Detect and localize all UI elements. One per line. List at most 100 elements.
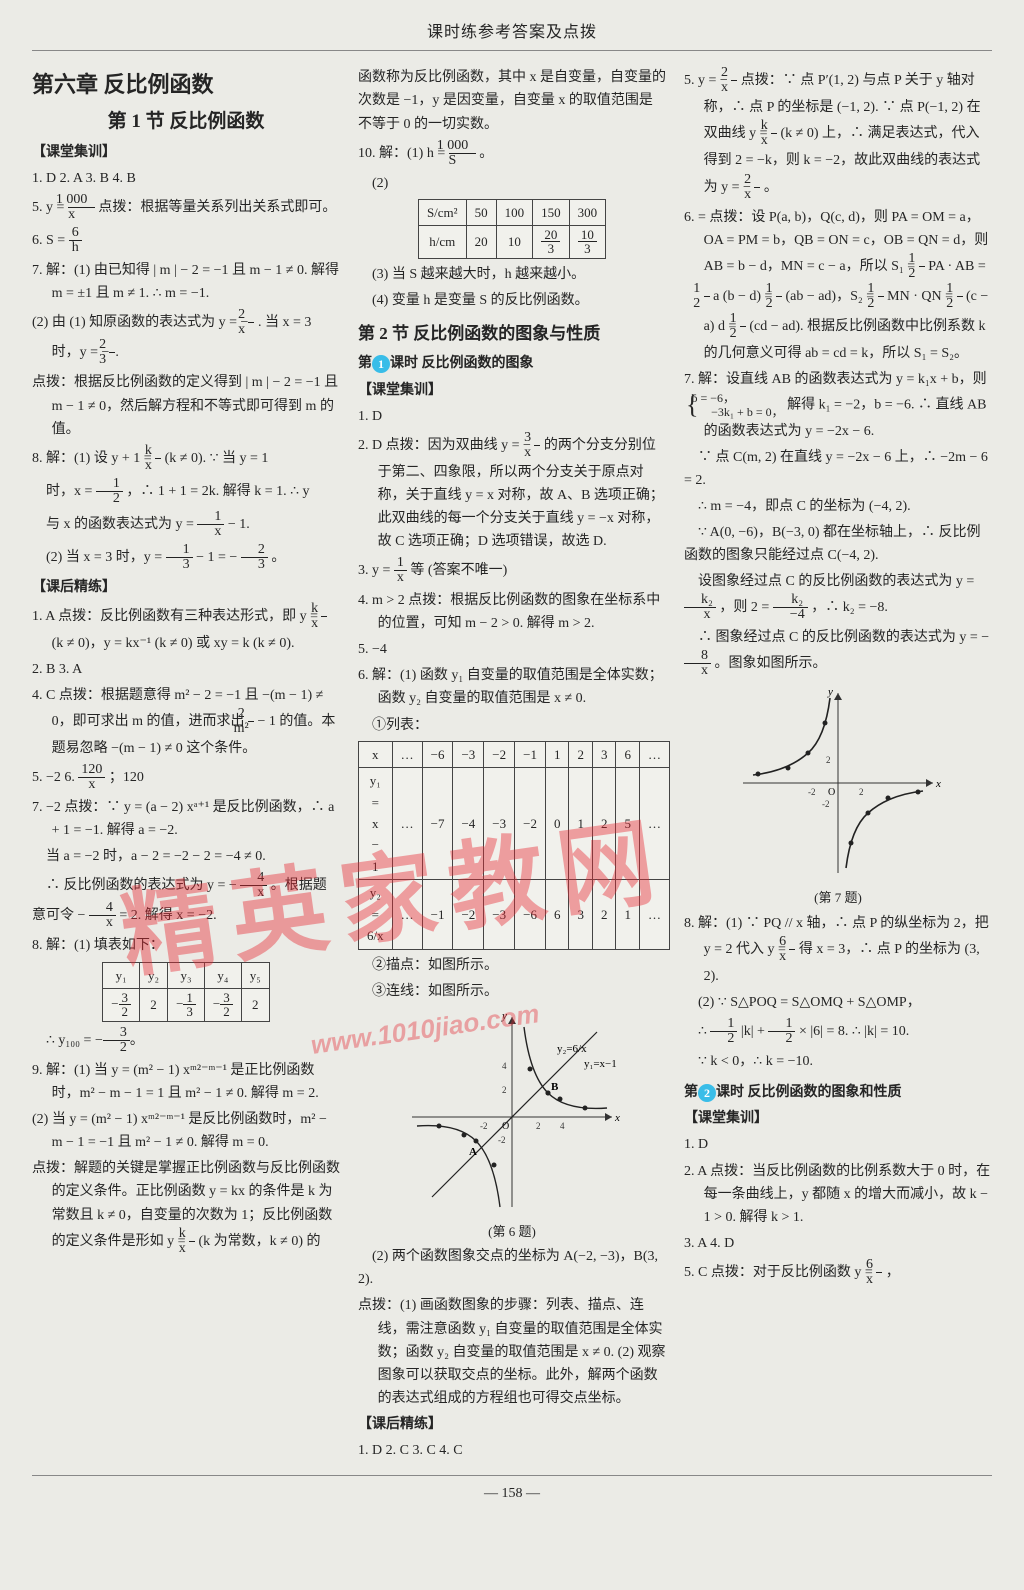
p5-text: 5. −2 6. 120x ；120 bbox=[32, 763, 340, 793]
l6e: (2) 两个函数图象交点的坐标为 A(−2, −3)，B(3, 2). bbox=[358, 1245, 666, 1291]
table-8: y₁ y₂ y₃ y₄ y₅ −32 2 −13 −32 2 bbox=[102, 962, 270, 1022]
q10c: (2) bbox=[358, 172, 666, 195]
chapter-title: 第六章 反比例函数 bbox=[32, 67, 340, 103]
c3-q7e: ∵ A(0, −6)，B(−3, 0) 都在坐标轴上，∴ 反比例函数的图象只能经… bbox=[684, 521, 992, 567]
table-6: x…−6−3−2−11236… y₁ = x − 1…−7−4−3−20125…… bbox=[358, 741, 670, 950]
svg-text:B: B bbox=[551, 1081, 559, 1093]
p2-text: 2. B 3. A bbox=[32, 658, 340, 681]
a1: 1. D 2. C 3. C 4. C bbox=[358, 1439, 666, 1462]
l6c: ②描点：如图所示。 bbox=[358, 954, 666, 977]
table-10: S/cm²50100150300 h/cm2010 203 103 bbox=[418, 199, 606, 259]
svg-text:-2: -2 bbox=[498, 1135, 506, 1145]
c3-q8g: ∵ k < 0，∴ k = −10. bbox=[684, 1050, 992, 1073]
line-y1 bbox=[432, 1032, 597, 1197]
lesson-2-title: 第2课时 反比例函数的图象和性质 bbox=[684, 1081, 992, 1104]
l4: 4. m > 2 点拨：根据反比例函数的图象在坐标系中的位置，可知 m − 2 … bbox=[358, 589, 666, 635]
p4-text: 4. C 点拨：根据题意得 m² − 2 = −1 且 −(m − 1) ≠ 0… bbox=[32, 684, 340, 760]
chart7-caption: (第 7 题) bbox=[684, 887, 992, 908]
axes: x y O bbox=[743, 686, 941, 873]
after-label: 【课后精练】 bbox=[32, 576, 340, 599]
section-1-title: 第 1 节 反比例函数 bbox=[32, 106, 340, 137]
section-2-title: 第 2 节 反比例函数的图象与性质 bbox=[358, 320, 666, 348]
c3-q7a: 7. 解：设直线 AB 的函数表达式为 y = k₁x + b，则 { b = … bbox=[684, 368, 992, 443]
p8b-text: ∴ y₁₀₀ = −32。 bbox=[32, 1026, 340, 1056]
training-label: 【课堂集训】 bbox=[684, 1107, 992, 1130]
svg-text:2: 2 bbox=[859, 787, 864, 797]
l5: 5. −4 bbox=[358, 638, 666, 661]
ticks: 2 4 -2 2 4 -2 bbox=[480, 1061, 565, 1145]
column-middle: 函数称为反比例函数，其中 x 是自变量，自变量的次数是 −1，y 是因变量，自变… bbox=[358, 63, 666, 1465]
svg-text:y: y bbox=[827, 686, 833, 698]
c3-l5: 5. C 点拨：对于反比例函数 y = 6x ， bbox=[684, 1258, 992, 1288]
p9a-text: 9. 解：(1) 当 y = (m² − 1) xᵐ²⁻ᵐ⁻¹ 是正比例函数时，… bbox=[32, 1059, 340, 1105]
svg-text:x: x bbox=[614, 1112, 620, 1124]
ticks: 2 -2 2 -2 bbox=[808, 755, 864, 809]
c3-q8d: ∴ 12 |k| + 12 × |6| = 8. ∴ |k| = 10. bbox=[684, 1017, 992, 1047]
p9b-text: (2) 当 y = (m² − 1) xᵐ²⁻ᵐ⁻¹ 是反比例函数时，m² − … bbox=[32, 1108, 340, 1154]
hyper-q4 bbox=[846, 791, 923, 868]
frac-icon: 1 000 x bbox=[68, 193, 95, 223]
p7b-text: 当 a = −2 时，a − 2 = −2 − 2 = −4 ≠ 0. bbox=[32, 845, 340, 868]
q1-ans: 1. D 2. A 3. B 4. B bbox=[32, 167, 340, 190]
q10e: (4) 变量 h 是变量 S 的反比例函数。 bbox=[358, 289, 666, 312]
svg-text:x: x bbox=[935, 778, 941, 790]
hyper-q2 bbox=[753, 698, 830, 775]
q5-text: 5. y = 1 000 x 点拨：根据等量关系列出关系式即可。 bbox=[32, 193, 340, 223]
c3-q5: 5. y = − 2x 点拨：∵ 点 P′(1, 2) 与点 P 关于 y 轴对… bbox=[684, 66, 992, 202]
c3-q8c: (2) ∵ S△POQ = S△OMQ + S△OMP， bbox=[684, 991, 992, 1014]
after-label: 【课后精练】 bbox=[358, 1413, 666, 1436]
svg-text:2: 2 bbox=[502, 1085, 507, 1095]
l2: 2. D 点拨：因为双曲线 y = − 3x 的两个分支分别位于第二、四象限，所… bbox=[358, 431, 666, 553]
q7b-text: (2) 由 (1) 知原函数的表达式为 y = −2x . 当 x = 3 时，… bbox=[32, 308, 340, 368]
y1-label: y₁=x−1 bbox=[584, 1058, 617, 1070]
chart6-caption: (第 6 题) bbox=[358, 1221, 666, 1242]
c3-l2: 2. A 点拨：当反比例函数的比例系数大于 0 时，在每一条曲线上，y 都随 x… bbox=[684, 1160, 992, 1229]
svg-text:-2: -2 bbox=[808, 787, 816, 797]
l6b: ①列表： bbox=[358, 714, 666, 737]
svg-text:2: 2 bbox=[536, 1121, 541, 1131]
c3-q6: 6. = 点拨：设 P(a, b)，Q(c, d)，则 PA = OM = a，… bbox=[684, 206, 992, 365]
q7-note: 点拨：根据反比例函数的定义得到 | m | − 2 = −1 且 m − 1 ≠… bbox=[32, 371, 340, 440]
page-footer: — 158 — bbox=[32, 1475, 992, 1505]
svg-text:2: 2 bbox=[826, 755, 831, 765]
column-right: 5. y = − 2x 点拨：∵ 点 P′(1, 2) 与点 P 关于 y 轴对… bbox=[684, 63, 992, 1465]
c3-l3: 3. A 4. D bbox=[684, 1232, 992, 1255]
c3-q7f: 设图象经过点 C 的反比例函数的表达式为 y = k₂x ，则 2 = k₂−4… bbox=[684, 570, 992, 623]
training-label: 【课堂集训】 bbox=[32, 141, 340, 164]
c3-q7d: ∴ m = −4，即点 C 的坐标为 (−4, 2). bbox=[684, 495, 992, 518]
p9-note: 点拨：解题的关键是掌握正比例函数与反比例函数的定义条件。正比例函数 y = kx… bbox=[32, 1157, 340, 1256]
y2-label: y₂=6/x bbox=[557, 1043, 587, 1055]
c3-q8a: 8. 解：(1) ∵ PQ // x 轴，∴ 点 P 的纵坐标为 2，把 y =… bbox=[684, 912, 992, 988]
training-label: 【课堂集训】 bbox=[358, 379, 666, 402]
p7a-text: 7. −2 点拨：∵ y = (a − 2) xᵃ⁺¹ 是反比例函数，∴ a +… bbox=[32, 796, 340, 842]
svg-text:4: 4 bbox=[502, 1061, 507, 1071]
lesson-1-title: 第1课时 反比例函数的图象 bbox=[358, 352, 666, 375]
l3: 3. y = 1x 等 (答案不唯一) bbox=[358, 556, 666, 586]
hyperbola-neg bbox=[417, 1125, 500, 1206]
svg-text:O: O bbox=[828, 787, 835, 798]
page-title: 课时练参考答案及点拨 bbox=[32, 20, 992, 51]
column-left: 第六章 反比例函数 第 1 节 反比例函数 【课堂集训】 1. D 2. A 3… bbox=[32, 63, 340, 1465]
p7c-text: ∴ 反比例函数的表达式为 y = − 4x 。根据题意可令 − 4x = 2. … bbox=[32, 871, 340, 931]
frac-icon: 6 h bbox=[69, 226, 82, 256]
cont1: 函数称为反比例函数，其中 x 是自变量，自变量的次数是 −1，y 是因变量，自变… bbox=[358, 66, 666, 135]
p8a-text: 8. 解：(1) 填表如下： bbox=[32, 934, 340, 957]
q8g-text: (2) 当 x = 3 时，y = 13 − 1 = − 23 。 bbox=[32, 543, 340, 573]
q6-text: 6. S = 6 h bbox=[32, 226, 340, 256]
l1: 1. D bbox=[358, 405, 666, 428]
q8a-text: 8. 解：(1) 设 y + 1 = kx (k ≠ 0). ∵ 当 y = 1 bbox=[32, 444, 340, 474]
svg-text:-2: -2 bbox=[480, 1121, 488, 1131]
svg-text:4: 4 bbox=[560, 1121, 565, 1131]
svg-text:-2: -2 bbox=[822, 799, 830, 809]
c3-q7i: ∴ 图象经过点 C 的反比例函数的表达式为 y = − 8x 。图象如图所示。 bbox=[684, 626, 992, 679]
q7a-text: 7. 解：(1) 由已知得 | m | − 2 = −1 且 m − 1 ≠ 0… bbox=[32, 259, 340, 305]
c3-q7c: ∵ 点 C(m, 2) 在直线 y = −2x − 6 上，∴ −2m − 6 … bbox=[684, 446, 992, 492]
q10d: (3) 当 S 越来越大时，h 越来越小。 bbox=[358, 263, 666, 286]
l6-note: 点拨：(1) 画函数图象的步骤：列表、描点、连线，需注意函数 y₁ 自变量的取值… bbox=[358, 1294, 666, 1409]
l6a: 6. 解：(1) 函数 y₁ 自变量的取值范围是全体实数；函数 y₂ 自变量的取… bbox=[358, 664, 666, 710]
q10a: 10. 解：(1) h = 1 000S 。 bbox=[358, 139, 666, 169]
q8e-text: 与 x 的函数表达式为 y = 1x − 1. bbox=[32, 510, 340, 540]
c3-l1: 1. D bbox=[684, 1133, 992, 1156]
p1-text: 1. A 点拨：反比例函数有三种表达形式，即 y = kx (k ≠ 0)，y … bbox=[32, 602, 340, 655]
q8c-text: 时，x = 12 ，∴ 1 + 1 = 2k. 解得 k = 1. ∴ y bbox=[32, 477, 340, 507]
